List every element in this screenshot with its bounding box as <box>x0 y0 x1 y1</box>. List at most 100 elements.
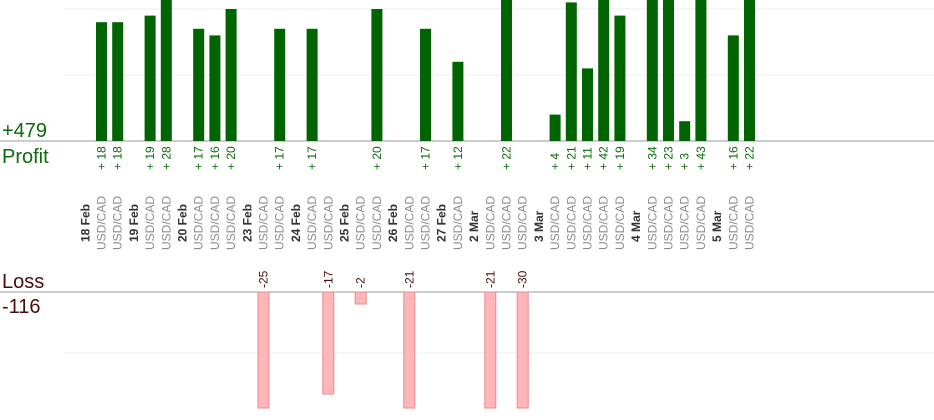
loss-bar <box>484 291 497 409</box>
profit-bar <box>144 15 156 142</box>
profit-value-label: + 12 <box>451 146 465 170</box>
profit-bar <box>695 0 707 141</box>
pair-label: USD/CAD <box>111 196 125 250</box>
pair-label: USD/CAD <box>564 196 578 250</box>
profit-value-label: + 19 <box>143 146 157 170</box>
pair-label: USD/CAD <box>743 196 757 250</box>
date-label: 4 Mar <box>629 210 643 242</box>
profit-bar <box>501 0 512 141</box>
profit-value-label: + 11 <box>581 147 595 170</box>
date-label: 24 Feb <box>289 204 303 242</box>
pair-label: USD/CAD <box>273 196 287 250</box>
profit-value-label: + 20 <box>224 146 238 170</box>
profit-bar <box>96 22 107 142</box>
profit-value-label: + 17 <box>192 146 206 170</box>
loss-value-label: -30 <box>516 270 530 288</box>
profit-value-label: + 16 <box>208 146 222 170</box>
loss-bar <box>257 291 270 409</box>
profit-bar <box>209 35 221 141</box>
loss-bar <box>403 291 416 409</box>
date-label: 20 Feb <box>176 204 190 242</box>
profit-value-label: + 19 <box>613 146 627 170</box>
profit-value-label: + 43 <box>694 146 708 170</box>
date-label: 25 Feb <box>338 204 352 242</box>
pair-label: USD/CAD <box>159 196 173 250</box>
profit-value-label: + 17 <box>273 146 287 170</box>
profit-bar <box>274 28 286 141</box>
date-label: 23 Feb <box>240 204 254 242</box>
profit-value-label: + 34 <box>645 146 659 170</box>
bars <box>96 0 755 409</box>
pair-label: USD/CAD <box>548 196 562 250</box>
pair-label: USD/CAD <box>500 196 514 250</box>
profit-value-label: + 28 <box>159 146 173 170</box>
profit-value-label: + 18 <box>111 146 125 170</box>
pair-label: USD/CAD <box>613 196 627 250</box>
pair-label: USD/CAD <box>451 196 465 250</box>
pair-label: USD/CAD <box>662 196 676 250</box>
loss-value-label: -17 <box>321 270 335 288</box>
pair-label: USD/CAD <box>95 196 109 250</box>
profit-bar <box>225 9 237 141</box>
profit-bar <box>679 121 691 141</box>
profit-label: Profit <box>2 146 49 168</box>
profit-bar <box>420 28 431 141</box>
profit-bar <box>549 114 561 141</box>
loss-bar <box>354 291 367 305</box>
pair-label: USD/CAD <box>143 196 157 250</box>
pair-label: USD/CAD <box>597 196 611 250</box>
pair-label: USD/CAD <box>354 196 368 250</box>
date-label: 2 Mar <box>467 210 481 242</box>
profit-total: +479 <box>2 120 47 142</box>
profit-bar <box>565 2 577 142</box>
profit-value-label: + 42 <box>597 146 611 170</box>
pair-label: USD/CAD <box>483 196 497 250</box>
date-label: 3 Mar <box>532 210 546 242</box>
profit-value-label: + 3 <box>678 153 692 170</box>
pair-label: USD/CAD <box>645 196 659 250</box>
loss-value-label: -2 <box>354 277 368 288</box>
profit-value-label: + 17 <box>419 146 433 170</box>
profit-value-label: + 4 <box>548 153 562 170</box>
pair-label: USD/CAD <box>305 196 319 250</box>
loss-total: -116 <box>2 296 41 318</box>
loss-bar <box>322 291 335 395</box>
profit-bar <box>193 28 205 141</box>
date-label: 5 Mar <box>710 210 724 242</box>
pair-label: USD/CAD <box>726 196 740 250</box>
profit-bar <box>452 61 464 141</box>
pair-label: USD/CAD <box>581 196 595 250</box>
profit-value-label: + 18 <box>95 146 109 170</box>
profit-value-label: + 20 <box>370 146 384 170</box>
profit-value-label: + 22 <box>743 146 757 170</box>
grid-lines <box>64 8 934 354</box>
date-label: 18 Feb <box>78 204 92 242</box>
profit-value-label: + 22 <box>500 146 514 170</box>
loss-label: Loss <box>2 271 44 293</box>
profit-value-label: + 23 <box>662 146 676 170</box>
loss-bar <box>516 291 529 409</box>
profit-bar <box>598 0 610 141</box>
loss-value-label: -25 <box>257 270 271 288</box>
pair-label: USD/CAD <box>370 196 384 250</box>
profit-value-label: + 17 <box>305 146 319 170</box>
date-label: 26 Feb <box>386 204 400 242</box>
profit-value-label: + 21 <box>564 146 578 170</box>
pair-label: USD/CAD <box>419 196 433 250</box>
profit-bar <box>646 0 658 141</box>
profit-bar <box>744 0 755 141</box>
profit-value-label: + 16 <box>726 146 740 170</box>
profit-bar <box>727 35 739 141</box>
pair-label: USD/CAD <box>694 196 708 250</box>
loss-value-label: -21 <box>402 270 416 288</box>
profit-bar <box>582 68 593 141</box>
profit-bar <box>160 0 172 141</box>
pair-label: USD/CAD <box>208 196 222 250</box>
loss-value-label: -21 <box>483 270 497 288</box>
pair-label: USD/CAD <box>257 196 271 250</box>
date-label: 27 Feb <box>435 204 449 242</box>
profit-bar <box>306 28 318 141</box>
pair-label: USD/CAD <box>321 196 335 250</box>
profit-bar <box>614 15 626 142</box>
